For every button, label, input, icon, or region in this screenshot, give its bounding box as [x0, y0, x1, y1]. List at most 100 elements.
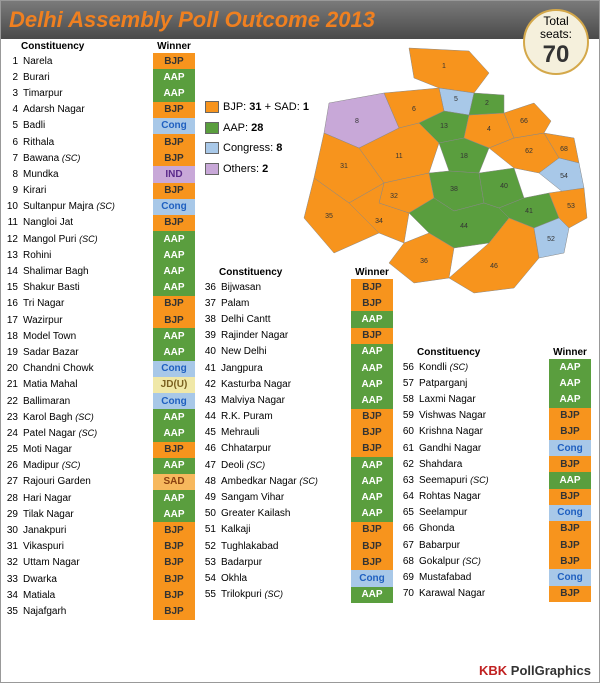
winner-badge: BJP: [153, 215, 195, 231]
result-row: 40 New Delhi AAP: [203, 344, 393, 360]
row-number: 7: [5, 153, 21, 164]
winner-badge: AAP: [153, 328, 195, 344]
row-number: 52: [203, 541, 219, 552]
svg-text:62: 62: [525, 148, 533, 155]
constituency-name: Rajinder Nagar: [219, 330, 351, 341]
constituency-name: Ballimaran: [21, 396, 153, 407]
winner-badge: Cong: [153, 118, 195, 134]
winner-badge: Cong: [351, 570, 393, 586]
row-number: 18: [5, 331, 21, 342]
result-row: 41 Jangpura AAP: [203, 360, 393, 376]
svg-text:66: 66: [520, 118, 528, 125]
winner-badge: AAP: [153, 458, 195, 474]
result-row: 68 Gokalpur (SC) BJP: [401, 553, 591, 569]
winner-badge: AAP: [549, 359, 591, 375]
result-row: 3 Timarpur AAP: [5, 85, 195, 101]
legend-swatch: [205, 122, 219, 134]
winner-badge: AAP: [549, 391, 591, 407]
svg-text:18: 18: [460, 153, 468, 160]
row-number: 58: [401, 394, 417, 405]
result-row: 48 Ambedkar Nagar (SC) AAP: [203, 473, 393, 489]
winner-badge: Cong: [549, 569, 591, 585]
winner-badge: Cong: [549, 440, 591, 456]
svg-text:34: 34: [375, 218, 383, 225]
winner-badge: AAP: [153, 85, 195, 101]
result-row: 46 Chhatarpur BJP: [203, 441, 393, 457]
constituency-name: Janakpuri: [21, 525, 153, 536]
svg-text:1: 1: [442, 63, 446, 70]
result-row: 21 Matia Mahal JD(U): [5, 377, 195, 393]
legend-label: Congress: 8: [223, 140, 282, 157]
winner-badge: BJP: [549, 586, 591, 602]
row-number: 61: [401, 443, 417, 454]
result-row: 47 Deoli (SC) AAP: [203, 457, 393, 473]
constituency-name: Karol Bagh (SC): [21, 412, 153, 423]
winner-badge: BJP: [549, 456, 591, 472]
winner-badge: AAP: [351, 392, 393, 408]
result-row: 31 Vikaspuri BJP: [5, 539, 195, 555]
constituency-name: Patparganj: [417, 378, 549, 389]
result-row: 30 Janakpuri BJP: [5, 522, 195, 538]
result-row: 43 Malviya Nagar AAP: [203, 392, 393, 408]
row-number: 68: [401, 556, 417, 567]
winner-badge: AAP: [153, 344, 195, 360]
result-row: 65 Seelampur Cong: [401, 505, 591, 521]
winner-badge: JD(U): [153, 377, 195, 393]
row-number: 28: [5, 493, 21, 504]
row-number: 47: [203, 460, 219, 471]
row-number: 6: [5, 137, 21, 148]
result-row: 69 Mustafabad Cong: [401, 569, 591, 585]
constituency-name: Seemapuri (SC): [417, 475, 549, 486]
constituency-name: Tughlakabad: [219, 541, 351, 552]
svg-text:4: 4: [487, 126, 491, 133]
row-number: 56: [401, 362, 417, 373]
result-row: 54 Okhla Cong: [203, 570, 393, 586]
winner-badge: AAP: [351, 587, 393, 603]
svg-text:54: 54: [560, 173, 568, 180]
constituency-name: Delhi Cantt: [219, 314, 351, 325]
constituency-name: Gandhi Nagar: [417, 443, 549, 454]
column-header: ConstituencyWinner: [401, 347, 591, 358]
row-number: 69: [401, 572, 417, 583]
winner-badge: AAP: [549, 472, 591, 488]
page-title: Delhi Assembly Poll Outcome 2013: [9, 7, 375, 33]
constituency-name: Shalimar Bagh: [21, 266, 153, 277]
row-number: 15: [5, 282, 21, 293]
row-number: 62: [401, 459, 417, 470]
legend-swatch: [205, 163, 219, 175]
row-number: 4: [5, 104, 21, 115]
result-row: 4 Adarsh Nagar BJP: [5, 102, 195, 118]
constituency-name: Kasturba Nagar: [219, 379, 351, 390]
constituency-name: Sadar Bazar: [21, 347, 153, 358]
result-row: 1 Narela BJP: [5, 53, 195, 69]
result-row: 34 Matiala BJP: [5, 587, 195, 603]
constituency-name: Bawana (SC): [21, 153, 153, 164]
results-column-3: ConstituencyWinner56 Kondli (SC) AAP57 P…: [397, 345, 595, 604]
constituency-name: Kirari: [21, 185, 153, 196]
row-number: 21: [5, 379, 21, 390]
result-row: 45 Mehrauli BJP: [203, 425, 393, 441]
constituency-name: Seelampur: [417, 507, 549, 518]
constituency-name: Babarpur: [417, 540, 549, 551]
winner-badge: AAP: [351, 311, 393, 327]
winner-badge: BJP: [549, 521, 591, 537]
winner-badge: AAP: [153, 263, 195, 279]
result-row: 56 Kondli (SC) AAP: [401, 359, 591, 375]
row-number: 13: [5, 250, 21, 261]
winner-badge: AAP: [351, 506, 393, 522]
winner-badge: AAP: [153, 506, 195, 522]
constituency-name: Rithala: [21, 137, 153, 148]
total-seats-value: 70: [543, 41, 570, 69]
result-row: 8 Mundka IND: [5, 166, 195, 182]
result-row: 22 Ballimaran Cong: [5, 393, 195, 409]
svg-text:44: 44: [460, 223, 468, 230]
winner-badge: BJP: [153, 555, 195, 571]
winner-badge: BJP: [351, 279, 393, 295]
row-number: 38: [203, 314, 219, 325]
row-number: 54: [203, 573, 219, 584]
svg-text:13: 13: [440, 123, 448, 130]
constituency-name: Chandni Chowk: [21, 363, 153, 374]
result-row: 39 Rajinder Nagar BJP: [203, 328, 393, 344]
total-seats-label: Totalseats:: [540, 15, 572, 41]
legend-swatch: [205, 142, 219, 154]
